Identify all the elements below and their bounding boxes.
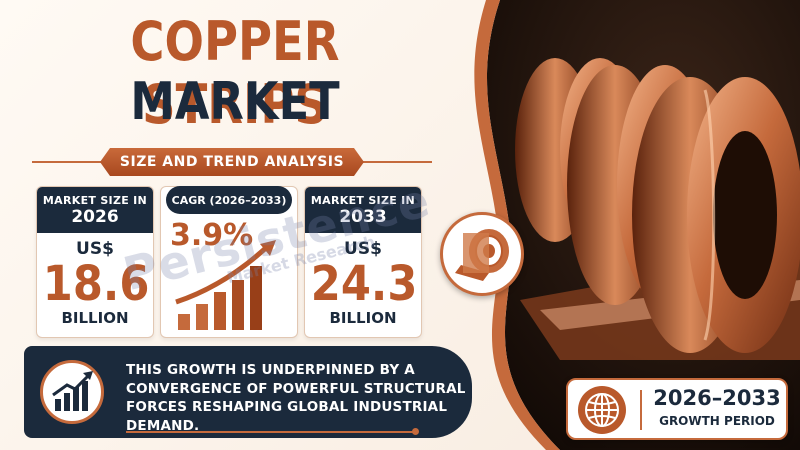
card-header: MARKET SIZE IN 2026	[37, 187, 153, 233]
card-year: 2033	[339, 206, 387, 227]
globe-icon	[578, 386, 626, 434]
card-unit: BILLION	[61, 309, 129, 327]
market-size-2026-card: MARKET SIZE IN 2026 US$ 18.6 BILLION	[36, 186, 154, 338]
growth-period-label: GROWTH PERIOD	[659, 414, 775, 428]
title-line-2: MARKET	[130, 72, 340, 132]
growth-period-years: 2026–2033	[653, 386, 781, 410]
subtitle-ribbon: SIZE AND TREND ANALYSIS	[100, 148, 364, 176]
banner-text: THIS GROWTH IS UNDERPINNED BY A CONVERGE…	[126, 362, 466, 434]
copper-coil-icon	[440, 212, 524, 296]
cagr-label: CAGR (2026–2033)	[166, 186, 292, 214]
banner-underline	[126, 431, 416, 433]
card-label: MARKET SIZE IN	[42, 193, 148, 207]
market-size-2033-card: MARKET SIZE IN 2033 US$ 24.3 BILLION	[304, 186, 422, 338]
card-header: MARKET SIZE IN 2033	[305, 187, 421, 233]
card-currency: US$	[344, 239, 382, 259]
ribbon-line-right	[362, 161, 432, 163]
growth-chart-icon	[175, 240, 276, 330]
card-year: 2026	[71, 206, 119, 227]
title-line-1: COPPER STRIPS	[130, 10, 340, 136]
card-currency: US$	[76, 239, 114, 259]
card-value: 18.6	[42, 256, 150, 312]
card-label: MARKET SIZE IN	[310, 193, 416, 207]
card-unit: BILLION	[329, 309, 397, 327]
bar-chart-arrow-icon	[40, 360, 104, 424]
cagr-value: 3.9%	[170, 218, 254, 253]
banner-dot	[412, 428, 419, 435]
ribbon-line-left	[32, 161, 102, 163]
growth-period-divider	[640, 390, 642, 430]
card-value: 24.3	[310, 256, 418, 312]
